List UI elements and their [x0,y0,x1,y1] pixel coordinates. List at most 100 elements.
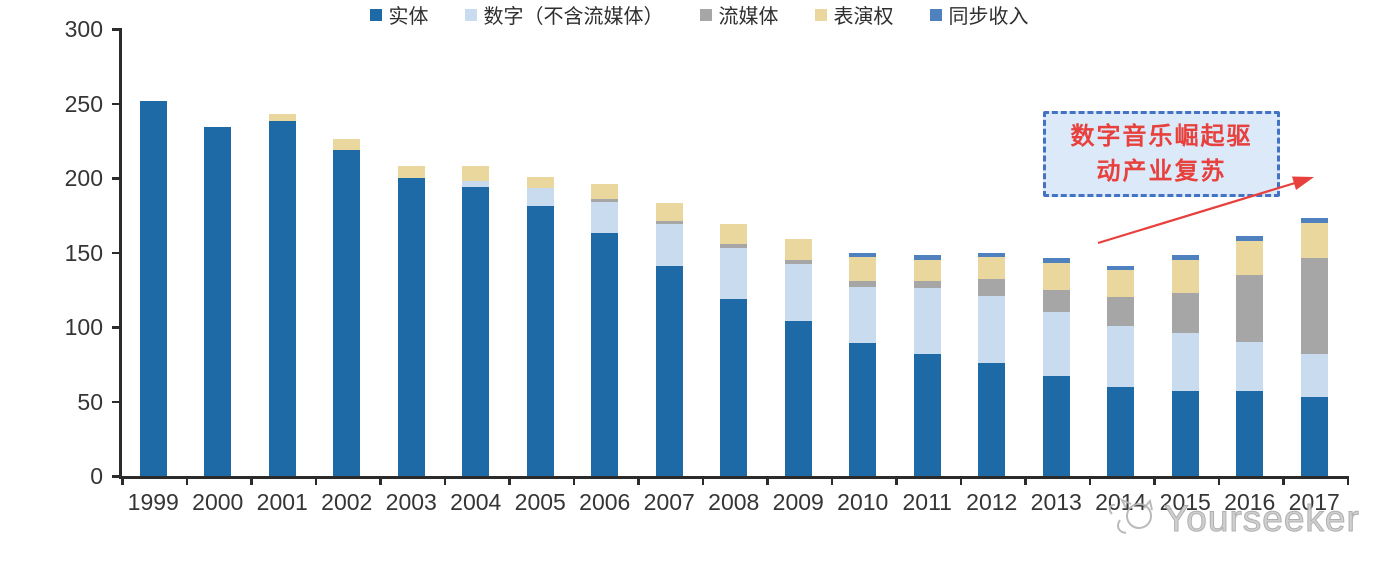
bar-2006 [591,183,619,476]
bar-segment-数字（不含流媒体） [462,180,490,187]
legend-item-实体: 实体 [369,0,429,29]
x-tick-mark [959,476,962,485]
bar-segment-表演权 [1236,240,1264,275]
y-tick-mark [112,326,120,329]
x-year-label: 2000 [192,489,244,515]
x-year-label: 2015 [1159,489,1211,515]
bar-segment-数字（不含流媒体） [655,224,683,266]
bar-2001 [268,113,296,476]
bar-segment-实体 [913,353,941,476]
x-year-label: 2017 [1288,489,1340,515]
legend-item-同步收入: 同步收入 [929,0,1029,29]
x-tick-mark [1217,476,1220,485]
x-year-label: 2004 [450,489,502,515]
bar-segment-实体 [655,265,683,476]
x-year-label: 2008 [708,489,760,515]
bar-segment-实体 [1107,386,1135,476]
bar-segment-流媒体 [913,280,941,289]
bar-segment-数字（不含流媒体） [978,295,1006,363]
y-tick-mark [112,475,120,478]
y-tick-mark [112,251,120,254]
legend-label: 实体 [388,6,429,28]
bar-segment-同步收入 [849,252,877,257]
bar-2010 [849,252,877,476]
bar-segment-表演权 [1042,262,1070,290]
bar-segment-数字（不含流媒体） [1107,325,1135,387]
x-tick-mark [1346,476,1349,485]
y-tick-mark [112,177,120,180]
x-tick-mark [1024,476,1027,485]
bar-segment-实体 [462,186,490,476]
bar-segment-表演权 [591,183,619,199]
cat-logo-icon [1108,497,1153,534]
x-tick-mark [701,476,704,485]
y-tick-label: 150 [64,239,103,266]
bar-segment-实体 [1042,376,1070,476]
bar-2004 [462,166,490,476]
bar-segment-流媒体 [655,221,683,225]
bar-segment-同步收入 [1236,236,1264,241]
x-tick-mark [121,476,124,485]
y-axis-line [119,28,122,478]
y-tick-mark [112,102,120,105]
x-tick-mark [1153,476,1156,485]
bar-2005 [526,176,554,476]
bar-segment-实体 [333,149,361,476]
bar-1999 [139,100,167,476]
x-year-label: 2003 [385,489,437,515]
bar-segment-实体 [204,127,232,476]
bar-segment-同步收入 [978,252,1006,257]
bar-segment-表演权 [268,113,296,122]
annotation-text-line1: 数字音乐崛起驱 [1070,123,1253,150]
bar-segment-流媒体 [1236,274,1264,342]
bar-segment-流媒体 [1107,297,1135,326]
x-year-label: 2016 [1224,489,1276,515]
x-tick-mark [766,476,769,485]
bar-segment-表演权 [462,166,490,181]
y-tick-label: 100 [64,314,103,340]
bar-segment-流媒体 [1171,292,1199,333]
x-tick-mark [185,476,188,485]
bar-2015 [1171,255,1199,476]
bar-segment-表演权 [526,176,554,189]
x-year-label: 2001 [256,489,308,515]
x-year-label: 2007 [643,489,695,515]
x-tick-mark [572,476,575,485]
bar-2012 [978,252,1006,476]
legend-label: 表演权 [833,6,894,28]
x-tick-mark [1088,476,1091,485]
bar-segment-数字（不含流媒体） [1300,353,1328,398]
bar-2013 [1042,258,1070,476]
bar-2017 [1300,218,1328,476]
bar-segment-数字（不含流媒体） [1171,332,1199,392]
x-tick-mark [830,476,833,485]
x-tick-mark [250,476,253,485]
bar-segment-数字（不含流媒体） [720,248,748,299]
x-tick-mark [1282,476,1285,485]
x-axis-line [119,476,1348,479]
bar-segment-数字（不含流媒体） [526,188,554,207]
bar-segment-表演权 [913,259,941,281]
bar-segment-数字（不含流媒体） [591,201,619,234]
watermark-text: Yourseeker [1164,498,1360,540]
bar-segment-流媒体 [720,243,748,249]
bar-segment-同步收入 [913,255,941,260]
bar-2016 [1236,236,1264,476]
y-tick-label: 250 [64,90,103,117]
y-tick-mark [112,400,120,403]
bar-segment-同步收入 [1107,265,1135,271]
legend-swatch [929,8,942,21]
x-year-label: 2013 [1030,489,1082,515]
legend-swatch [699,8,712,21]
bar-segment-同步收入 [1042,258,1070,263]
bar-segment-实体 [139,100,167,476]
legend-label: 流媒体 [718,6,779,28]
x-tick-mark [508,476,511,485]
x-tick-mark [443,476,446,485]
x-year-label: 2014 [1095,489,1147,515]
bar-segment-表演权 [849,256,877,281]
legend-swatch [369,8,382,21]
bar-segment-流媒体 [784,259,812,265]
bar-segment-实体 [1171,391,1199,476]
